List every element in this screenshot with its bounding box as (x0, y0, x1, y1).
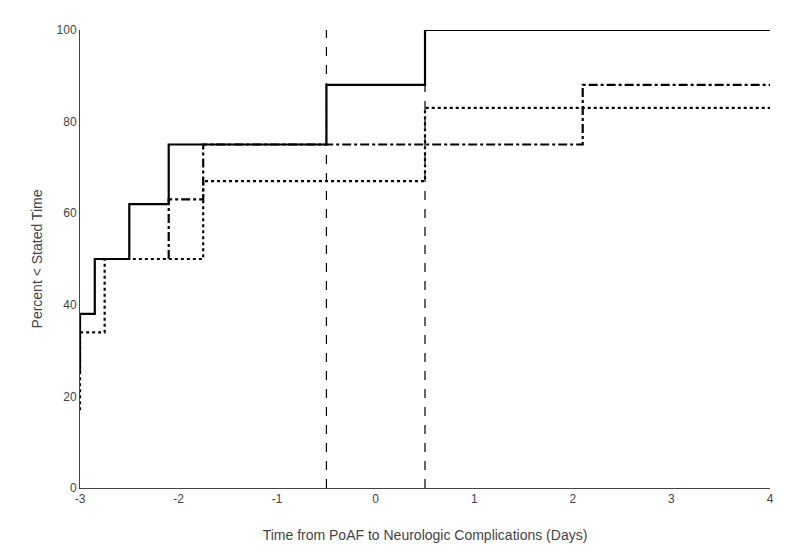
svg-text:Percent < Stated Time: Percent < Stated Time (29, 189, 45, 328)
svg-text:0: 0 (70, 481, 77, 495)
svg-text:-3: -3 (75, 492, 86, 506)
svg-text:20: 20 (63, 390, 77, 404)
svg-text:40: 40 (63, 298, 77, 312)
svg-text:80: 80 (63, 115, 77, 129)
svg-text:4: 4 (767, 492, 774, 506)
svg-text:100: 100 (57, 23, 77, 37)
svg-text:0: 0 (372, 492, 379, 506)
svg-text:1: 1 (471, 492, 478, 506)
svg-text:2: 2 (570, 492, 577, 506)
svg-text:60: 60 (63, 206, 77, 220)
svg-text:3: 3 (668, 492, 675, 506)
svg-text:-1: -1 (272, 492, 283, 506)
svg-text:-2: -2 (173, 492, 184, 506)
svg-text:Time from PoAF to Neurologic C: Time from PoAF to Neurologic Complicatio… (263, 527, 588, 543)
